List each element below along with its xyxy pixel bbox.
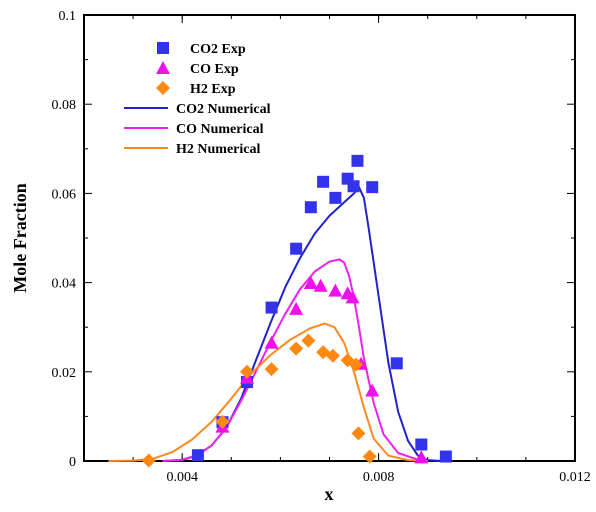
x-tick-label: 0.008	[363, 470, 395, 485]
co2-exp-point	[290, 242, 303, 255]
x-axis-title: x	[325, 484, 334, 504]
h2-numerical-line	[108, 322, 428, 462]
h2-exp-point	[349, 357, 364, 372]
co2-exp-point	[439, 450, 452, 463]
co2-exp-point	[415, 438, 428, 451]
h2-exp-point	[264, 362, 279, 377]
co2-exp-point	[265, 301, 278, 314]
y-tick-label: 0.1	[59, 9, 77, 24]
plot-frame	[83, 14, 576, 462]
axes-layer: 0.004 0.008 0.012 0 0.02 0.04 0.06 0.08 0.1	[52, 9, 591, 485]
co-numerical-line	[162, 258, 428, 462]
x-tick-label: 0.004	[166, 470, 198, 485]
y-tick-label: 0.08	[52, 98, 77, 113]
h2-exp-point	[301, 333, 316, 348]
legend: CO2 Exp CO Exp H2 Exp CO2 Numerical CO Numer…	[124, 42, 271, 157]
co2-exp-point	[329, 191, 342, 204]
co2-exp-point	[317, 175, 330, 188]
co2-exp-point	[351, 154, 364, 167]
co-exp-point	[328, 283, 343, 297]
co2-exp-point	[347, 180, 360, 193]
co-exp-point	[264, 335, 279, 349]
co2-exp-point	[191, 449, 204, 462]
co2-exp-point	[390, 357, 403, 370]
legend-h2-exp-label: H2 Exp	[190, 82, 236, 97]
h2-exp-point	[240, 364, 255, 379]
y-tick-label: 0.02	[52, 366, 77, 381]
legend-co2-numerical-label: CO2 Numerical	[176, 102, 271, 117]
x-tick-label: 0.012	[559, 470, 591, 485]
y-axis-title: Mole Fraction	[10, 183, 30, 292]
co-exp-point	[345, 290, 360, 304]
co2-exp-point	[366, 181, 379, 194]
y-tick-label: 0.04	[52, 277, 77, 292]
h2-exp-point	[362, 449, 377, 464]
h2-exp-point	[289, 341, 304, 356]
co-exp-point	[289, 301, 304, 315]
y-tick-label: 0	[69, 455, 76, 470]
co-exp-point	[303, 276, 318, 290]
legend-co2-exp-label: CO2 Exp	[190, 42, 246, 57]
co-exp-point	[414, 450, 429, 464]
legend-co-numerical-label: CO Numerical	[176, 122, 264, 137]
h2-exp-point	[141, 453, 156, 468]
h2-exp-point	[325, 348, 340, 363]
legend-h2-numerical-label: H2 Numerical	[176, 142, 260, 157]
legend-h2-exp-swatch	[156, 81, 170, 95]
co-exp-point	[313, 278, 328, 292]
legend-co-exp-swatch	[156, 61, 170, 74]
legend-co-exp-label: CO Exp	[190, 62, 239, 77]
h2-exp-point	[215, 414, 230, 429]
co2-exp-point	[304, 201, 317, 214]
co-exp-point	[365, 383, 380, 397]
co2-numerical-line	[162, 186, 443, 462]
markers-layer	[141, 154, 452, 468]
legend-co2-exp-swatch	[157, 42, 169, 54]
lines-layer	[108, 186, 443, 462]
h2-exp-point	[351, 426, 366, 441]
y-tick-label: 0.06	[52, 187, 77, 202]
